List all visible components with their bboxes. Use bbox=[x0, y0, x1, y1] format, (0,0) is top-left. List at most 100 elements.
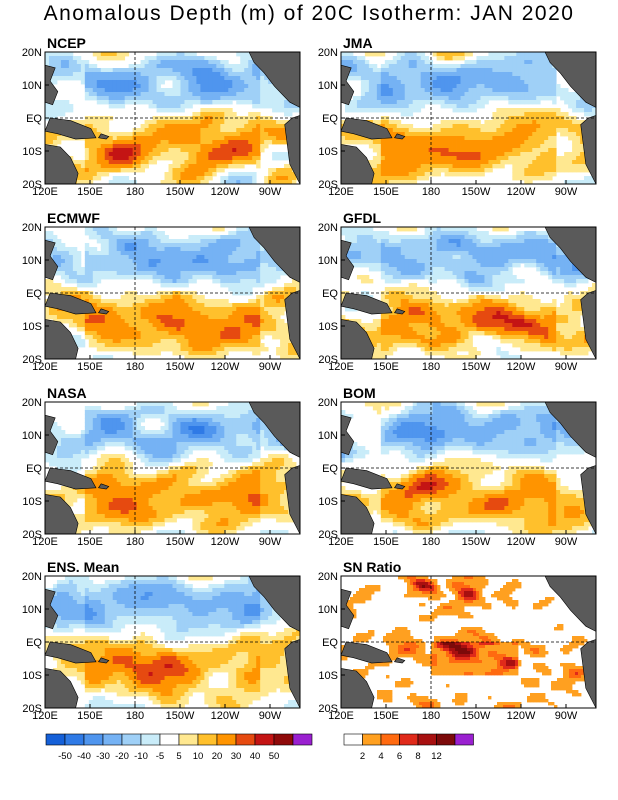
colorbar-swatch bbox=[159, 733, 180, 746]
lat-tick-label: 20S bbox=[318, 179, 338, 191]
land-mass bbox=[45, 668, 79, 708]
lon-tick-label: 150E bbox=[77, 186, 103, 198]
lon-tick-label: 120E bbox=[328, 186, 354, 198]
colorbar-swatch bbox=[417, 733, 437, 746]
lon-tick-label: 120W bbox=[507, 361, 536, 373]
lon-tick-label: 180 bbox=[126, 710, 144, 722]
land-mass bbox=[45, 641, 97, 664]
anomaly-field bbox=[341, 227, 596, 359]
lat-tick-label: 10S bbox=[22, 670, 42, 682]
lon-tick-label: 90W bbox=[259, 536, 282, 548]
lat-tick-label: 10N bbox=[318, 80, 338, 92]
land-mass bbox=[341, 144, 375, 184]
land-mass bbox=[248, 402, 300, 458]
land-mass bbox=[341, 588, 355, 630]
colorbar-swatch bbox=[45, 733, 66, 746]
lon-tick-label: 150W bbox=[166, 536, 195, 548]
colorbar-label: 2 bbox=[360, 751, 365, 762]
lat-tick-label: 10S bbox=[318, 670, 338, 682]
lon-tick-label: 120E bbox=[328, 536, 354, 548]
colorbar-swatch bbox=[362, 733, 382, 746]
land-mass bbox=[544, 227, 596, 283]
lat-tick-label: EQ bbox=[26, 463, 42, 475]
lon-tick-label: 90W bbox=[555, 361, 578, 373]
lon-tick-label: 180 bbox=[422, 710, 440, 722]
colorbar-label: -10 bbox=[134, 751, 148, 762]
lon-tick-label: 150E bbox=[373, 536, 399, 548]
lat-tick-label: 20N bbox=[318, 397, 338, 409]
colorbar-label: -5 bbox=[156, 751, 164, 762]
colorbar-swatch bbox=[102, 733, 123, 746]
land-mass bbox=[341, 641, 393, 664]
colorbar-swatch bbox=[83, 733, 104, 746]
anomaly-field bbox=[45, 402, 300, 534]
lon-tick-label: 120E bbox=[32, 536, 58, 548]
land-mass bbox=[45, 467, 97, 490]
panel-label: GFDL bbox=[343, 210, 382, 226]
lat-tick-label: EQ bbox=[26, 288, 42, 300]
lat-tick-label: 10N bbox=[22, 80, 42, 92]
lon-tick-label: 150E bbox=[373, 361, 399, 373]
lon-tick-label: 150W bbox=[166, 186, 195, 198]
land-mass bbox=[341, 668, 375, 708]
lat-tick-label: 20S bbox=[318, 354, 338, 366]
land-mass bbox=[248, 52, 300, 108]
land-mass bbox=[341, 117, 393, 140]
panel-label: NCEP bbox=[47, 35, 86, 51]
lat-tick-label: 20N bbox=[22, 47, 42, 59]
lon-tick-label: 120E bbox=[32, 361, 58, 373]
land-mass bbox=[248, 576, 300, 632]
colorbar-swatch bbox=[178, 733, 199, 746]
lat-tick-label: EQ bbox=[26, 637, 42, 649]
lat-tick-label: EQ bbox=[26, 113, 42, 125]
lon-tick-label: 120W bbox=[211, 186, 240, 198]
lat-tick-label: EQ bbox=[322, 463, 338, 475]
lat-tick-label: 20S bbox=[318, 529, 338, 541]
lat-tick-label: 20S bbox=[22, 354, 42, 366]
colorbar-swatch bbox=[454, 733, 474, 746]
lon-tick-label: 180 bbox=[422, 186, 440, 198]
lon-tick-label: 150W bbox=[166, 361, 195, 373]
land-mass bbox=[97, 133, 110, 140]
land-mass bbox=[45, 64, 59, 106]
colorbar-swatch bbox=[343, 733, 363, 746]
colorbar-label: 4 bbox=[378, 751, 383, 762]
lon-tick-label: 120W bbox=[211, 710, 240, 722]
colorbar-label: 20 bbox=[212, 751, 223, 762]
lat-tick-label: 10N bbox=[22, 604, 42, 616]
colorbar-swatch bbox=[254, 733, 275, 746]
colorbar-label: 8 bbox=[415, 751, 420, 762]
land-mass bbox=[45, 239, 59, 281]
lon-tick-label: 150E bbox=[77, 536, 103, 548]
colorbar-label: 6 bbox=[397, 751, 402, 762]
panel-label: JMA bbox=[343, 35, 373, 51]
colorbar-swatch bbox=[216, 733, 237, 746]
lon-tick-label: 90W bbox=[555, 710, 578, 722]
lon-tick-label: 150W bbox=[462, 361, 491, 373]
lat-tick-label: 20N bbox=[22, 222, 42, 234]
colorbar-swatch bbox=[140, 733, 161, 746]
lat-tick-label: 10S bbox=[22, 321, 42, 333]
lat-tick-label: EQ bbox=[322, 288, 338, 300]
lat-tick-label: 10S bbox=[22, 146, 42, 158]
lon-tick-label: 150E bbox=[373, 710, 399, 722]
lat-tick-label: 20N bbox=[318, 571, 338, 583]
land-mass bbox=[45, 117, 97, 140]
lat-tick-label: 10N bbox=[318, 604, 338, 616]
lon-tick-label: 90W bbox=[555, 536, 578, 548]
lon-tick-label: 120E bbox=[328, 710, 354, 722]
anomaly-colorbar: -50 -40 -30 -20 -10 -5 5 10 20 30 40 50 bbox=[45, 733, 313, 762]
land-mass bbox=[341, 494, 375, 534]
lat-tick-label: 20N bbox=[318, 222, 338, 234]
colorbar-swatch bbox=[292, 733, 313, 746]
lat-tick-label: 20N bbox=[318, 47, 338, 59]
lat-tick-label: 20S bbox=[22, 703, 42, 715]
figure-title: Anomalous Depth (m) of 20C Isotherm: JAN… bbox=[43, 2, 575, 25]
colorbar-swatch bbox=[399, 733, 419, 746]
